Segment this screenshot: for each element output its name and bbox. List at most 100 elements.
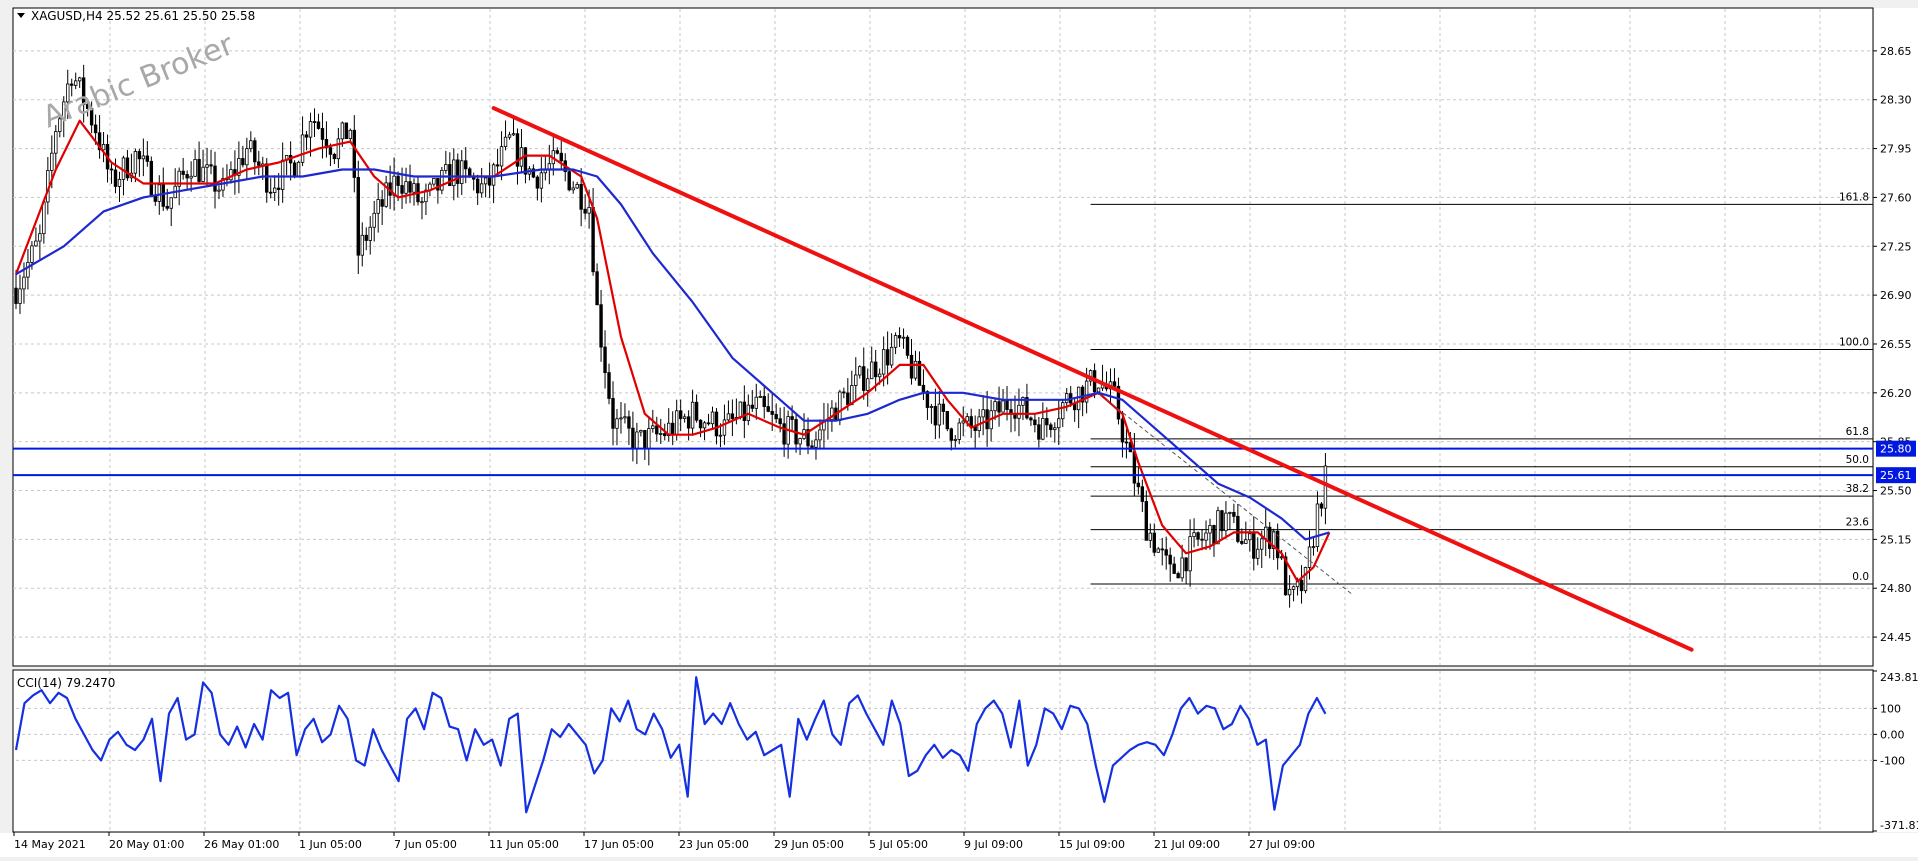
candle	[909, 338, 914, 385]
candle-body	[631, 427, 635, 449]
chart-menu-arrow-icon[interactable]	[17, 13, 25, 18]
candle	[26, 249, 30, 290]
candle-body	[651, 425, 655, 430]
trendlines[interactable]	[491, 106, 1694, 652]
candle-body	[213, 165, 217, 192]
candle	[1196, 531, 1200, 547]
candle	[862, 347, 866, 400]
price-panel	[12, 7, 1874, 667]
candle-body	[22, 276, 26, 290]
candle	[432, 177, 436, 187]
cci-indicator	[14, 676, 1873, 814]
candle	[1116, 377, 1121, 425]
candle-body	[782, 423, 786, 445]
candle	[639, 429, 643, 437]
candle-body	[1065, 393, 1069, 404]
candle	[1033, 413, 1037, 433]
candle	[507, 131, 512, 140]
horizontal-levels[interactable]	[13, 447, 1873, 477]
candle-body	[332, 153, 337, 160]
candle-body	[241, 158, 245, 166]
fib-level-label: 50.0	[1846, 454, 1869, 466]
candle	[1136, 466, 1141, 495]
candle	[1176, 571, 1180, 579]
candle-body	[272, 187, 277, 193]
candle	[1057, 399, 1061, 446]
candle-body	[400, 185, 404, 194]
candle	[1037, 416, 1041, 448]
candle	[460, 150, 464, 196]
candle-body	[655, 425, 659, 435]
candle	[1240, 528, 1244, 546]
candle-body	[380, 199, 384, 207]
candle-body	[356, 177, 360, 256]
candle	[1291, 585, 1296, 602]
candle	[245, 137, 249, 180]
candle-body	[901, 336, 906, 339]
candle	[249, 131, 253, 153]
candle-body	[726, 413, 731, 421]
dashed-channel-line[interactable]	[1106, 399, 1354, 596]
candle-body	[1252, 533, 1256, 559]
candle-body	[762, 396, 766, 407]
candle-body	[217, 189, 221, 192]
candle-body	[730, 413, 735, 420]
candle	[957, 418, 961, 445]
candle-body	[1005, 400, 1009, 410]
candle	[368, 216, 372, 255]
candle-body	[58, 118, 62, 132]
candle-body	[678, 410, 683, 419]
candle-body	[1244, 539, 1248, 544]
candle	[925, 390, 930, 420]
candle-body	[949, 428, 953, 441]
candle-body	[340, 122, 345, 140]
candle-body	[89, 108, 94, 126]
candle	[535, 175, 540, 201]
candle	[1156, 546, 1160, 553]
candle	[961, 406, 965, 437]
candle-body	[26, 262, 30, 278]
candle-body	[933, 406, 938, 426]
candle-body	[308, 121, 313, 138]
candle-body	[925, 391, 930, 408]
candle	[1299, 565, 1304, 604]
candle-body	[1307, 546, 1312, 568]
time-tick-label: 11 Jun 05:00	[489, 838, 559, 851]
candle-body	[1049, 424, 1053, 431]
candle-body	[1096, 387, 1101, 393]
candle-body	[754, 396, 758, 409]
candle	[870, 346, 874, 380]
candle	[58, 115, 62, 138]
candle-body	[1152, 532, 1156, 553]
candle	[659, 418, 663, 445]
candle-body	[169, 197, 173, 209]
price-level-tag	[1876, 440, 1916, 457]
time-tick-label: 7 Jun 05:00	[394, 838, 457, 851]
candle-body	[1017, 404, 1021, 419]
candle	[539, 157, 544, 203]
candle-body	[165, 205, 169, 209]
candle	[404, 167, 408, 204]
candle-body	[702, 422, 707, 429]
price-tick-label: 24.45	[1880, 631, 1912, 644]
candle	[583, 194, 587, 220]
candle-body	[452, 159, 456, 187]
candle-body	[50, 152, 54, 171]
candle-body	[328, 147, 333, 155]
candle-body	[412, 183, 416, 193]
cci-tick-label: -371.81	[1880, 819, 1918, 832]
candle	[133, 148, 138, 183]
candle-body	[738, 401, 743, 418]
candle-body	[475, 178, 480, 194]
time-tick-label: 15 Jul 09:00	[1059, 838, 1125, 851]
descending-trendline[interactable]	[491, 106, 1694, 652]
candle	[1204, 520, 1208, 551]
candle	[730, 399, 735, 437]
candle	[487, 162, 492, 199]
candle-body	[1112, 381, 1117, 387]
candle-body	[850, 385, 854, 406]
candle-body	[627, 416, 631, 429]
candle	[380, 190, 384, 226]
